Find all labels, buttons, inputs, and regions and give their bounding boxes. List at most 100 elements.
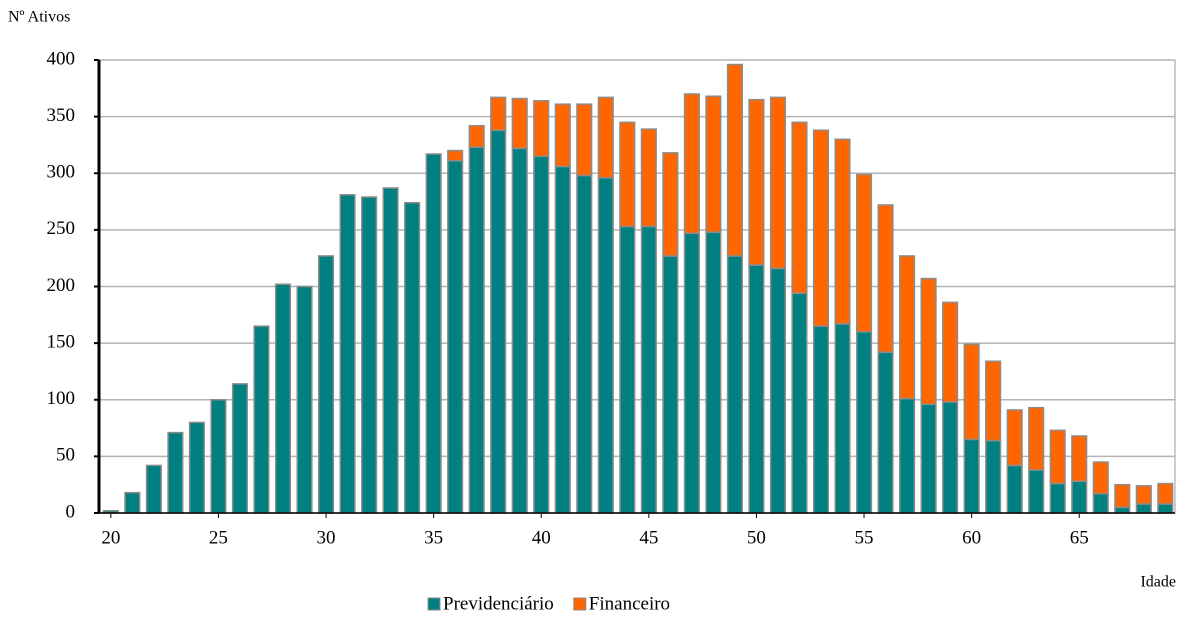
- bar-segment: [985, 439, 1002, 514]
- bar-segment: [1157, 503, 1174, 514]
- legend-swatch: [427, 597, 441, 611]
- bar-segment: [274, 283, 292, 514]
- bar-segment: [619, 225, 636, 514]
- bar-segment: [533, 155, 550, 514]
- bar-segment: [511, 147, 528, 514]
- bar-segment: [447, 149, 464, 162]
- bar-segment: [339, 194, 356, 514]
- y-tick-label: 350: [47, 105, 76, 126]
- y-tick-label: 300: [47, 162, 76, 183]
- bar-segment: [425, 153, 442, 514]
- bar-segment: [662, 152, 679, 257]
- bar-segment: [597, 177, 614, 514]
- y-tick-label: 400: [47, 48, 76, 69]
- bar-segment: [985, 360, 1002, 442]
- bar-segment: [877, 204, 894, 353]
- x-tick-label: 55: [855, 527, 874, 548]
- x-tick-label: 40: [532, 527, 551, 548]
- bar-segment: [231, 383, 249, 514]
- y-tick-label: 100: [47, 388, 76, 409]
- bar-segment: [490, 96, 507, 131]
- y-tick-label: 250: [47, 218, 76, 239]
- bar-segment: [619, 121, 636, 228]
- legend-label: Financeiro: [589, 593, 670, 614]
- bar-segment: [554, 165, 571, 514]
- bar-segment: [167, 431, 184, 514]
- x-tick-label: 30: [317, 527, 336, 548]
- bar-segment: [769, 267, 787, 514]
- bar-segment: [812, 325, 830, 514]
- bar-segment: [662, 255, 679, 514]
- bar-segment: [812, 129, 830, 327]
- bar-segment: [468, 124, 485, 148]
- bar-segment: [554, 103, 571, 168]
- bar-segment: [1049, 429, 1066, 485]
- bar-segment: [468, 146, 485, 514]
- bar-segment: [317, 255, 335, 514]
- x-tick-label: 65: [1070, 527, 1089, 548]
- bar-segment: [963, 343, 980, 441]
- bar-segment: [899, 255, 916, 400]
- bar-segment: [1028, 469, 1045, 514]
- bar-segment: [1092, 461, 1109, 495]
- bar-segment: [1028, 406, 1045, 471]
- bar-segment: [1135, 485, 1152, 505]
- bar-segment: [145, 464, 162, 514]
- bar-segment: [361, 196, 378, 514]
- bar-segment: [1114, 483, 1131, 509]
- legend-swatch: [573, 597, 587, 611]
- bar-segment: [942, 401, 959, 514]
- y-tick-label: 200: [47, 275, 76, 296]
- x-tick-label: 20: [101, 527, 120, 548]
- bar-segment: [834, 323, 851, 514]
- bar-segment: [1157, 482, 1174, 505]
- bar-segment: [1092, 492, 1109, 514]
- bar-segment: [726, 63, 743, 257]
- bar-segment: [640, 128, 657, 228]
- bar-segment: [920, 277, 937, 406]
- bar-segment: [899, 397, 916, 514]
- bar-segment: [920, 403, 937, 514]
- legend-label: Previdenciário: [443, 593, 554, 614]
- bar-segment: [1114, 506, 1131, 514]
- x-tick-label: 60: [962, 527, 981, 548]
- bar-segment: [533, 100, 550, 158]
- bar-segment: [791, 121, 808, 295]
- bar-segment: [210, 399, 227, 514]
- bar-segment: [855, 331, 873, 514]
- bar-segment: [1071, 480, 1088, 514]
- bar-segment: [511, 97, 528, 150]
- bar-segment: [791, 292, 808, 514]
- y-tick-label: 150: [47, 331, 76, 352]
- bar-segment: [683, 232, 700, 514]
- bar-segment: [296, 285, 313, 514]
- bar-segment: [576, 103, 593, 177]
- y-tick-label: 50: [56, 445, 75, 466]
- x-tick-label: 35: [424, 527, 443, 548]
- bar-segment: [769, 96, 787, 270]
- bar-segment: [1135, 503, 1152, 514]
- x-tick-label: 45: [639, 527, 658, 548]
- bar-segment: [748, 264, 765, 514]
- bar-segment: [124, 491, 141, 514]
- bar-segment: [1071, 435, 1088, 483]
- bar-segment: [382, 187, 399, 514]
- bar-segment: [490, 129, 507, 514]
- bar-segment: [855, 173, 873, 333]
- bar-segment: [404, 201, 421, 514]
- x-tick-label: 50: [747, 527, 766, 548]
- bar-segment: [683, 93, 700, 235]
- bar-segment: [253, 325, 270, 514]
- bar-segment: [447, 160, 464, 514]
- bar-segment: [963, 438, 980, 514]
- bar-segment: [188, 421, 205, 514]
- bar-segment: [705, 231, 722, 514]
- bar-segment: [576, 174, 593, 514]
- bar-segment: [1006, 464, 1023, 514]
- bar-segment: [726, 255, 743, 514]
- y-tick-label: 0: [66, 501, 76, 522]
- y-axis-label: Nº Ativos: [8, 9, 70, 26]
- bar-segment: [942, 301, 959, 403]
- bar-segment: [877, 351, 894, 514]
